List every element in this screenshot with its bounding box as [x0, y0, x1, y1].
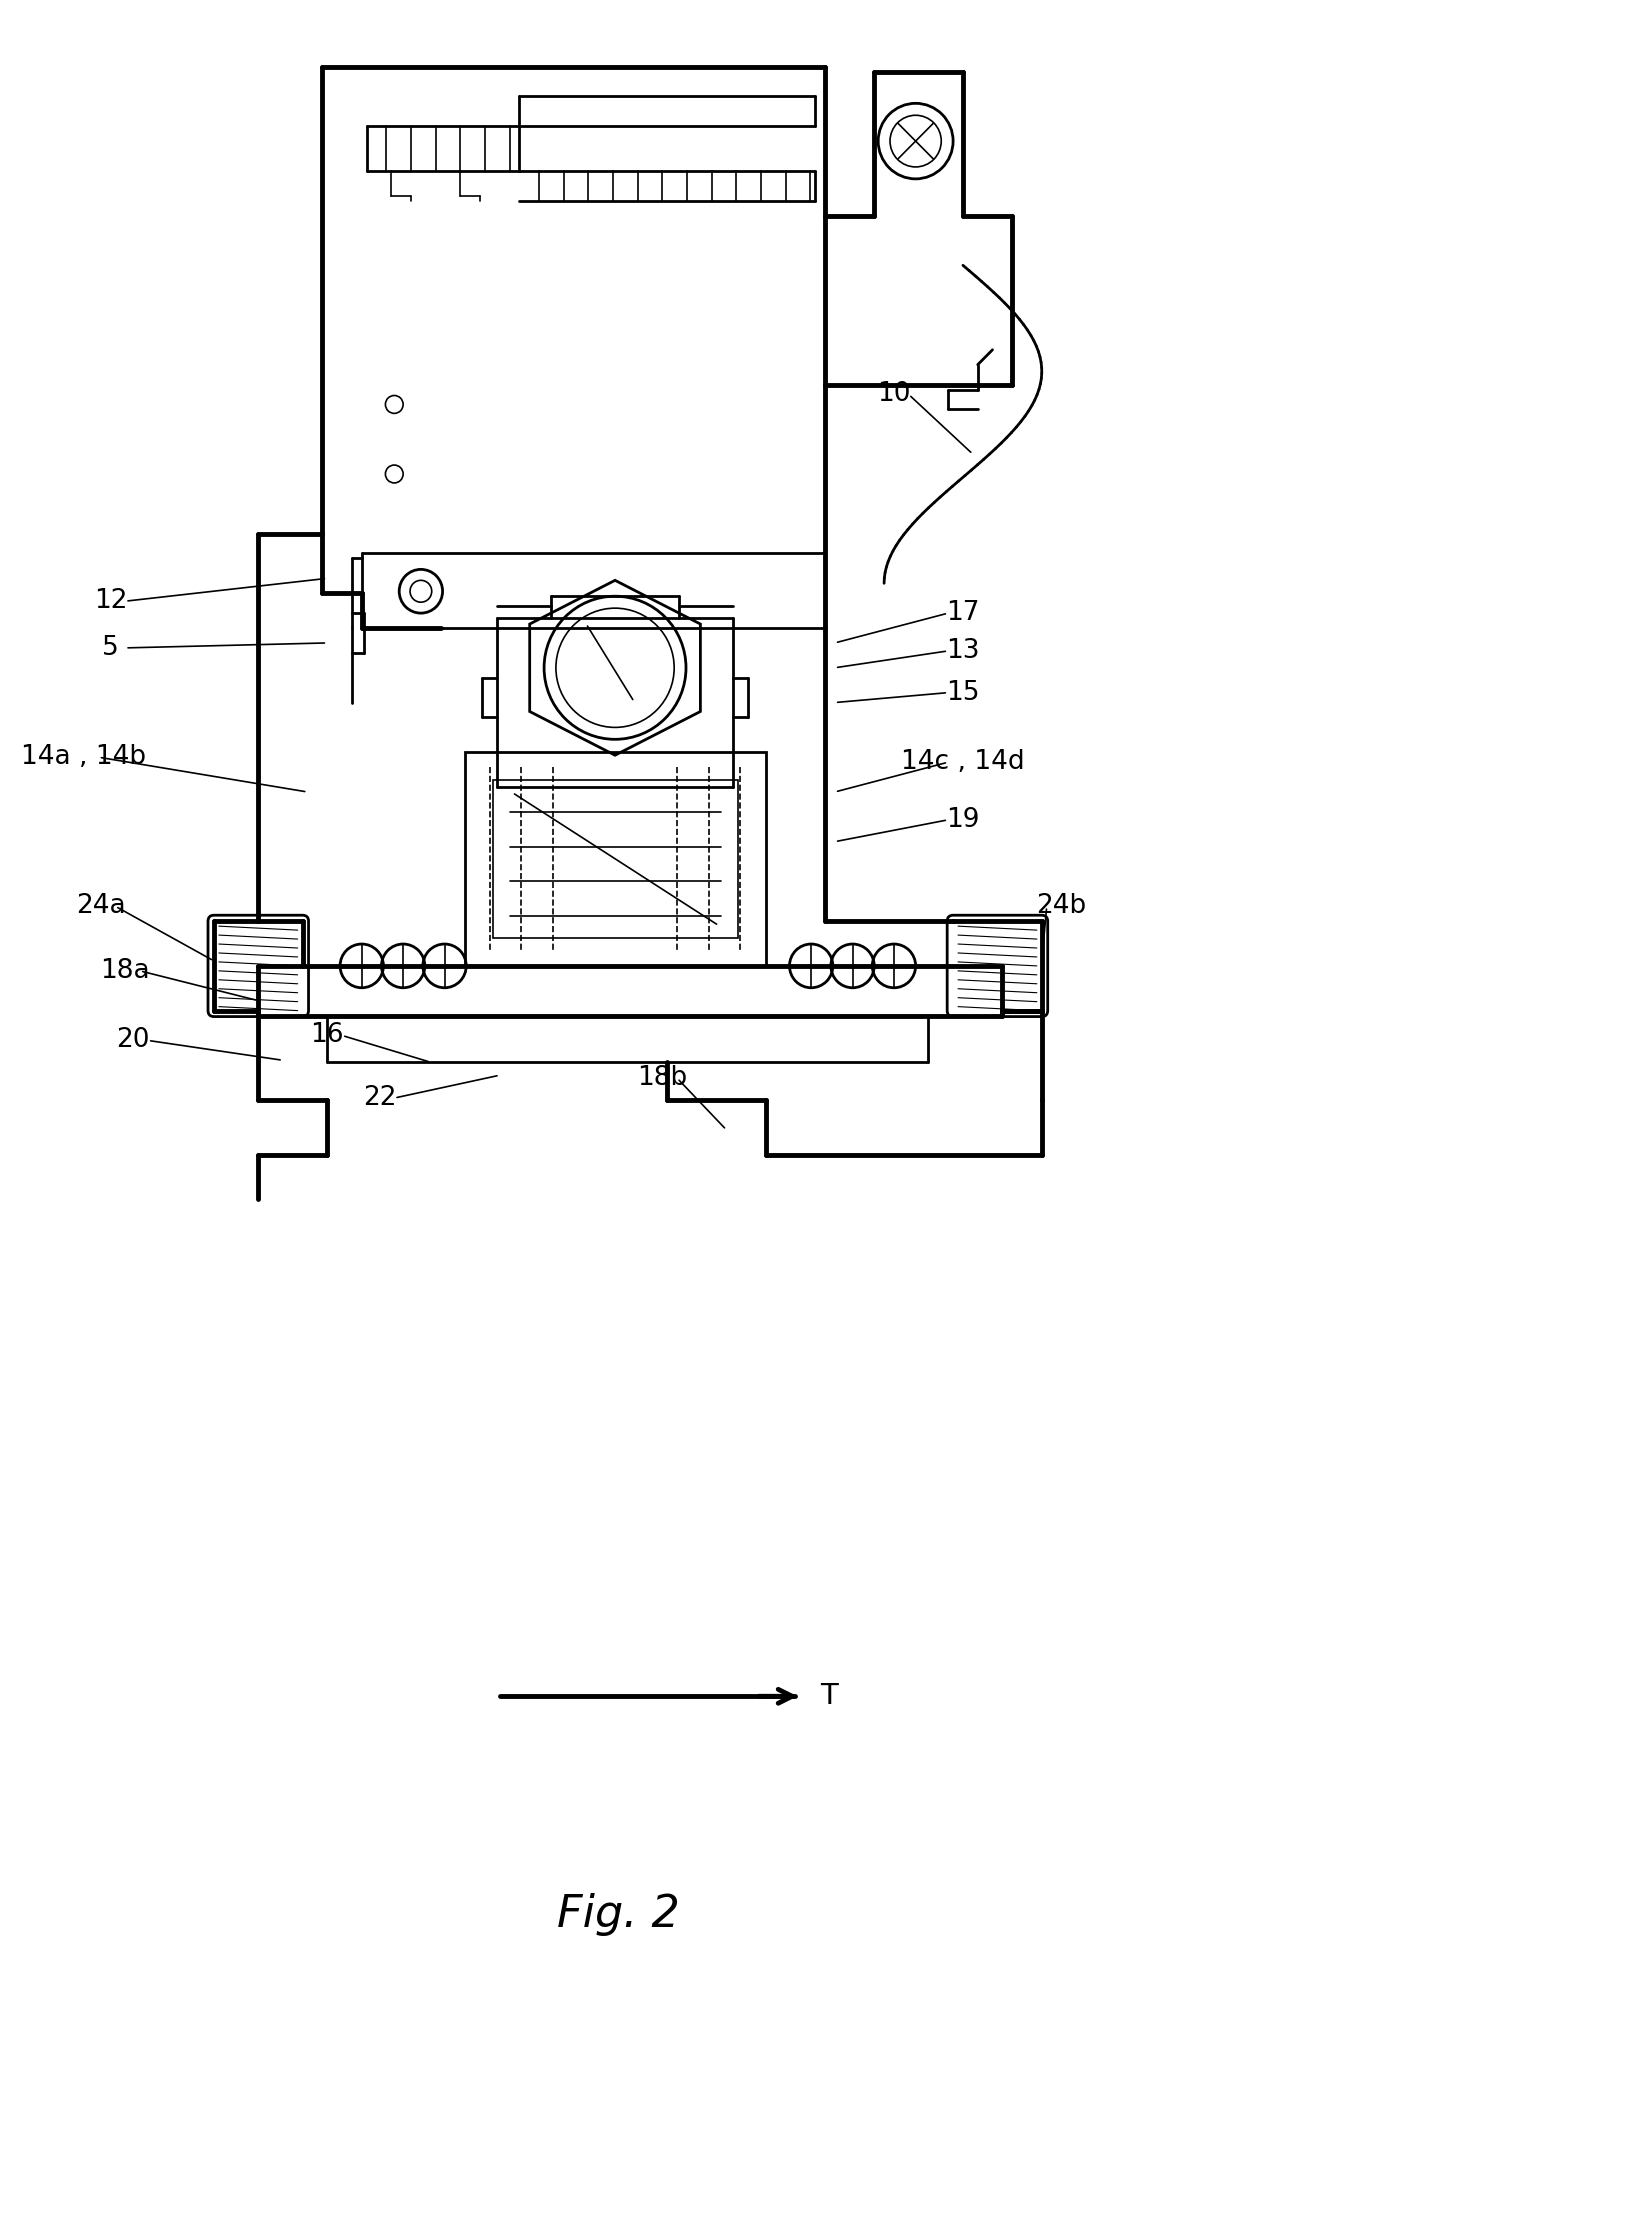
Text: 17: 17 — [946, 600, 980, 627]
Text: 20: 20 — [117, 1028, 150, 1054]
Bar — [494, 780, 739, 939]
Text: 19: 19 — [946, 806, 980, 833]
Text: T: T — [821, 1681, 837, 1710]
Text: 12: 12 — [94, 589, 127, 614]
Text: 22: 22 — [364, 1085, 396, 1112]
Text: 18a: 18a — [100, 957, 150, 983]
Text: 15: 15 — [946, 680, 980, 707]
Text: 24a: 24a — [76, 893, 125, 919]
Bar — [466, 753, 767, 966]
Text: 10: 10 — [877, 381, 911, 408]
Text: 14a , 14b: 14a , 14b — [21, 744, 146, 771]
Text: 14c , 14d: 14c , 14d — [901, 749, 1025, 775]
Text: 13: 13 — [946, 638, 980, 664]
Text: 16: 16 — [311, 1023, 344, 1048]
Text: Fig. 2: Fig. 2 — [556, 1894, 679, 1936]
Text: 24b: 24b — [1036, 893, 1087, 919]
Text: 18b: 18b — [637, 1065, 688, 1092]
Text: 5: 5 — [102, 636, 118, 660]
